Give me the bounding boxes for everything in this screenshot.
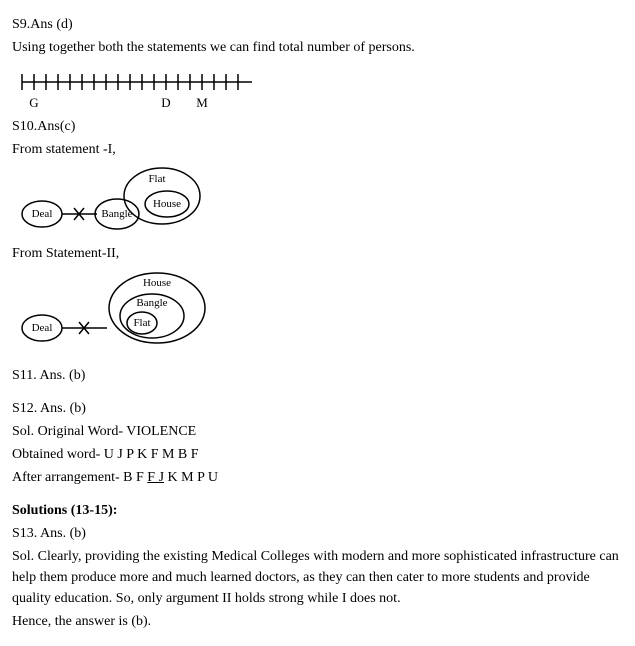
numberline-label-m: M — [196, 95, 208, 110]
s12-sol3-prefix: After arrangement- B F — [12, 470, 147, 485]
svg-text:House: House — [153, 198, 181, 210]
svg-text:Deal: Deal — [32, 208, 53, 220]
s12-sol3-underlined: F J — [147, 470, 164, 485]
s13-sol: Sol. Clearly, providing the existing Med… — [12, 546, 623, 609]
svg-text:Deal: Deal — [32, 322, 53, 334]
svg-text:Flat: Flat — [133, 317, 150, 329]
s9-header: S9.Ans (d) — [12, 14, 623, 35]
s9-numberline: G D M — [12, 62, 262, 112]
numberline-label-d: D — [161, 95, 170, 110]
s12-sol3-suffix: K M P U — [164, 470, 218, 485]
solutions-header: Solutions (13-15): — [12, 500, 623, 521]
s10-header: S10.Ans(c) — [12, 116, 623, 137]
svg-text:House: House — [143, 277, 171, 289]
s10-venn2: Deal House Bangle Flat — [12, 268, 232, 353]
s12-sol1: Sol. Original Word- VIOLENCE — [12, 421, 623, 442]
s13-header: S13. Ans. (b) — [12, 523, 623, 544]
s12-sol2: Obtained word- U J P K F M B F — [12, 444, 623, 465]
numberline-label-g: G — [29, 95, 38, 110]
s10-venn1: Deal Bangle Flat House — [12, 164, 232, 239]
s12-header: S12. Ans. (b) — [12, 398, 623, 419]
s12-sol3: After arrangement- B F F J K M P U — [12, 467, 623, 488]
s9-text: Using together both the statements we ca… — [12, 37, 623, 58]
svg-text:Flat: Flat — [148, 173, 165, 185]
s10-stmt1-label: From statement -I, — [12, 139, 623, 160]
s10-stmt2-label: From Statement-II, — [12, 243, 623, 264]
s13-hence: Hence, the answer is (b). — [12, 611, 623, 632]
svg-text:Bangle: Bangle — [136, 297, 167, 309]
s11-header: S11. Ans. (b) — [12, 365, 623, 386]
